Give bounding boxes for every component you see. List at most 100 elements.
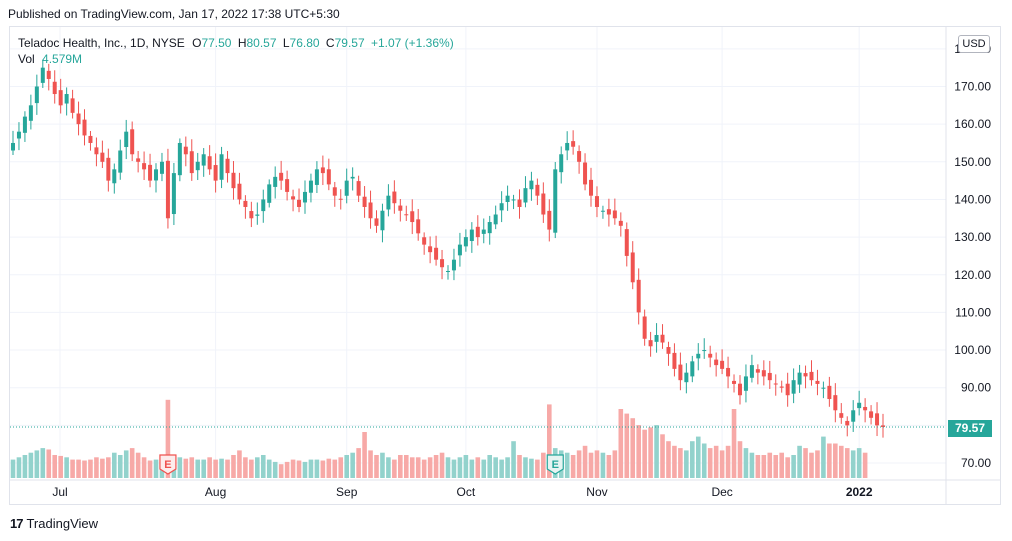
candle-body: [755, 369, 760, 373]
volume-bar: [243, 457, 248, 478]
volume-bar: [594, 450, 600, 478]
volume-bar: [588, 452, 594, 478]
volume-bar: [177, 457, 183, 478]
candle-body: [767, 372, 772, 381]
volume-bar: [40, 448, 46, 478]
candle-body: [320, 167, 325, 174]
volume-bar: [415, 457, 421, 478]
volume-bar: [809, 452, 814, 478]
volume-bar: [755, 455, 761, 478]
candle-body: [881, 425, 885, 427]
volume-bar: [403, 455, 409, 478]
candle-body: [344, 180, 349, 196]
volume-bar: [272, 461, 278, 478]
footer-brand[interactable]: 17 TradingView: [10, 516, 98, 531]
y-tick-label: 140.00: [954, 192, 991, 206]
volume-bar: [380, 452, 385, 478]
volume-bar: [642, 429, 647, 478]
volume-bar: [183, 458, 189, 478]
volume-bar: [88, 459, 93, 478]
volume-bar: [28, 452, 34, 478]
candle-body: [600, 210, 605, 212]
x-tick-label: Aug: [205, 485, 226, 499]
volume-bar: [838, 445, 844, 478]
volume-bar: [713, 445, 719, 478]
volume-bar: [797, 445, 802, 478]
candle-body: [583, 162, 588, 185]
chart-frame[interactable]: [9, 26, 1001, 505]
volume-bar: [737, 441, 743, 478]
x-tick-label: Oct: [457, 485, 476, 499]
volume-bar: [445, 457, 451, 478]
high-value: 80.57: [246, 36, 277, 50]
volume-bar: [46, 449, 52, 478]
volume-bar: [94, 457, 99, 478]
open-value: 77.50: [201, 36, 232, 50]
candle-body: [267, 184, 272, 203]
candle-body: [219, 154, 224, 180]
candle-body: [493, 214, 498, 225]
candle-body: [52, 81, 57, 95]
volume-bar: [266, 459, 272, 478]
candle-body: [791, 380, 796, 394]
volume-bar: [630, 418, 636, 478]
volume-bar: [195, 459, 201, 478]
candle-body: [827, 385, 832, 399]
volume-bar: [386, 457, 391, 478]
candle-body: [684, 372, 689, 383]
candle-body: [201, 154, 206, 166]
candle-body: [308, 180, 313, 193]
candle-body: [797, 372, 802, 385]
volume-bar: [338, 457, 344, 478]
volume-bar: [141, 457, 147, 478]
candle-body: [571, 141, 576, 147]
candle-body: [374, 218, 379, 226]
volume-bar: [302, 461, 308, 478]
candle-body: [440, 259, 445, 268]
volume-bar: [16, 457, 22, 478]
x-tick-label: Dec: [711, 485, 732, 499]
candle-body: [410, 211, 415, 223]
candle-body: [577, 151, 582, 162]
high-label: H: [237, 36, 247, 50]
volume-bar: [308, 459, 314, 478]
candle-body: [368, 202, 373, 219]
candle-body: [463, 237, 468, 247]
volume-bar: [678, 448, 683, 478]
candle-body: [225, 158, 230, 174]
candle-body: [434, 247, 439, 260]
candle-body: [118, 150, 123, 173]
open-label: O: [192, 36, 202, 50]
candle-body: [392, 191, 397, 204]
candle-body: [136, 158, 141, 162]
candle-body: [261, 199, 266, 212]
y-tick-label: 150.00: [954, 155, 991, 169]
volume-bar: [636, 425, 641, 478]
currency-button[interactable]: USD: [958, 35, 990, 53]
volume-bar: [22, 455, 28, 478]
candle-body: [875, 413, 880, 426]
candle-body: [606, 209, 611, 215]
volume-bar: [666, 441, 671, 478]
candle-body: [297, 199, 302, 207]
candle-body: [422, 237, 427, 245]
volume-bar: [582, 445, 588, 478]
volume-bar: [290, 459, 296, 478]
volume-bar: [481, 459, 487, 478]
candle-body: [356, 181, 361, 196]
low-label: L: [282, 36, 290, 50]
volume-bar: [231, 455, 236, 478]
candle-body: [451, 259, 456, 271]
candle-body: [690, 361, 695, 377]
candle-body: [28, 105, 33, 121]
close-label: C: [325, 36, 335, 50]
candle-body: [648, 340, 653, 347]
volume-bar: [815, 450, 820, 478]
candle-body: [279, 172, 284, 181]
candle-body: [559, 154, 564, 173]
volume-bar: [672, 445, 677, 478]
volume-bar: [487, 455, 493, 478]
candle-body: [839, 413, 844, 418]
volume-bar: [499, 459, 504, 478]
